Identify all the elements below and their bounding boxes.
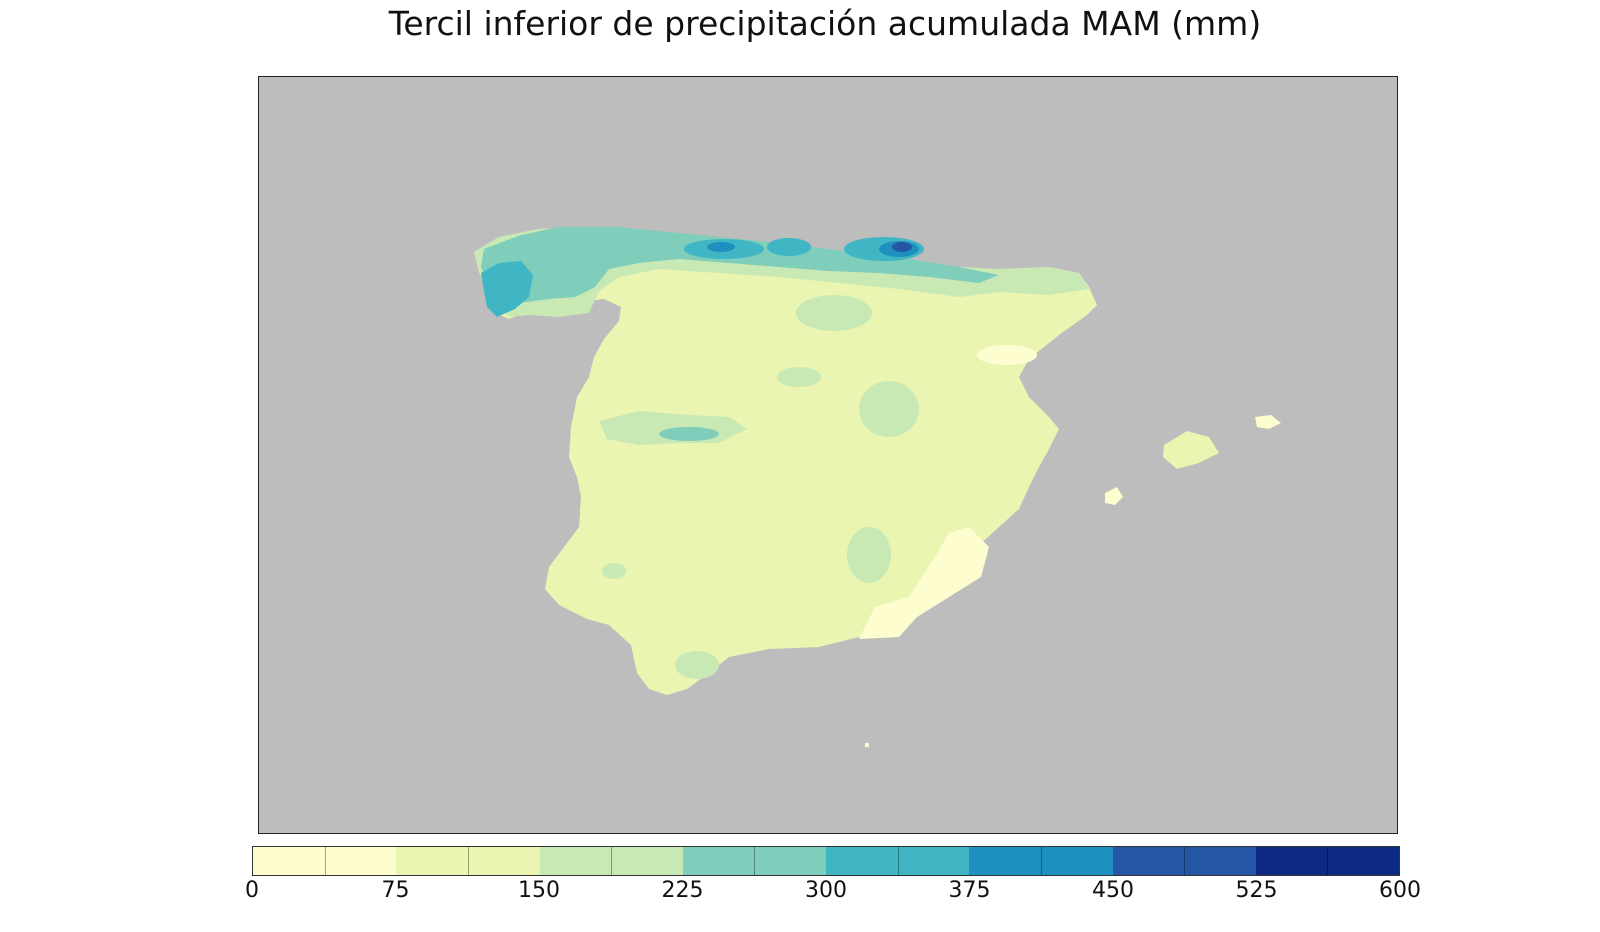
colorbar-minor-tick (1040, 847, 1042, 875)
colorbar-tick-label: 600 (1379, 878, 1421, 903)
south-patch-3 (602, 563, 626, 579)
colorbar-minor-tick (1327, 847, 1329, 875)
colorbar-ticks: 0 75 150 225 300 375 450 525 600 (245, 878, 1421, 918)
interior-patch-2 (859, 381, 919, 437)
galicia-300-375 (481, 261, 533, 317)
colorbar-tick-label: 0 (245, 878, 259, 903)
colorbar-segment (253, 847, 397, 875)
colorbar-minor-tick (1184, 847, 1186, 875)
map-title: Tercil inferior de precipitación acumula… (388, 4, 1262, 43)
colorbar-segment (539, 847, 683, 875)
colorbar-segment (1255, 847, 1399, 875)
colorbar-tick-label: 300 (805, 878, 847, 903)
alboran-island (865, 743, 869, 747)
south-patch-1 (847, 527, 891, 583)
colorbar-tick-label: 450 (1092, 878, 1134, 903)
colorbar-minor-tick (897, 847, 899, 875)
colorbar-tick-label: 75 (381, 878, 410, 903)
colorbar-minor-tick (611, 847, 613, 875)
ebro-dry-area (977, 345, 1037, 365)
colorbar-minor-tick (754, 847, 756, 875)
menorca-island (1255, 415, 1281, 429)
colorbar-segment (682, 847, 826, 875)
colorbar (252, 846, 1400, 876)
iberian-peninsula-land (474, 227, 1097, 695)
colorbar-segment (396, 847, 540, 875)
central-system-core (659, 427, 719, 441)
south-patch-2 (675, 651, 719, 679)
cantabria-core-4 (707, 242, 735, 252)
colorbar-tick-label: 525 (1235, 878, 1278, 903)
precipitation-map (474, 227, 1281, 747)
colorbar-tick-label: 375 (948, 878, 991, 903)
map-panel (258, 76, 1398, 834)
colorbar-segment (969, 847, 1113, 875)
ibiza-island (1105, 487, 1123, 505)
mallorca-island (1163, 431, 1219, 469)
southeast-dry-area (859, 527, 989, 639)
colorbar-tick-label: 150 (518, 878, 560, 903)
colorbar-minor-tick (324, 847, 326, 875)
colorbar-tick-label: 225 (661, 878, 704, 903)
north-band-225-300 (481, 227, 999, 307)
colorbar-segment (1112, 847, 1256, 875)
cantabria-core-2 (767, 238, 811, 256)
navarra-peak (892, 242, 912, 252)
interior-patch-1 (796, 295, 872, 331)
interior-patch-3 (777, 367, 821, 387)
colorbar-segment (826, 847, 970, 875)
colorbar-minor-tick (467, 847, 469, 875)
